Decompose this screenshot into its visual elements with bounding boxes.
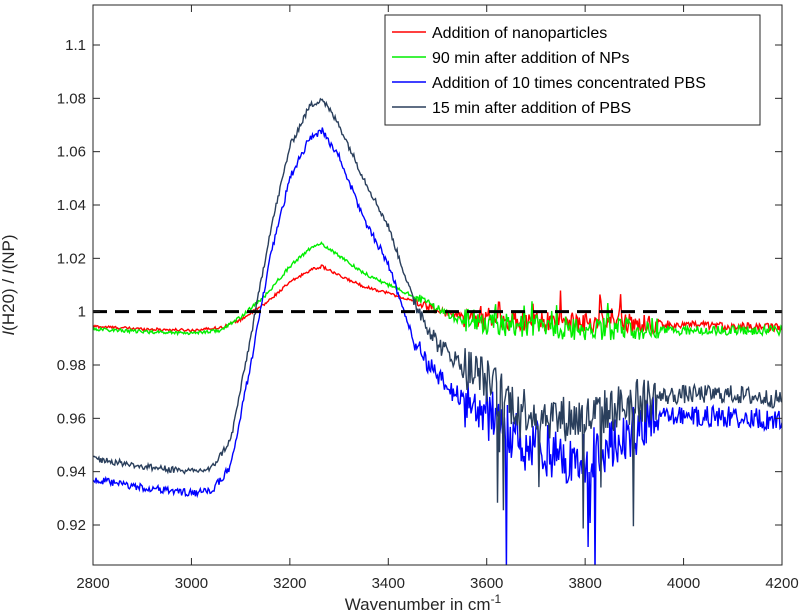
- x-tick-label: 3400: [372, 575, 405, 592]
- plot-frame: [92, 4, 783, 566]
- x-axis-label-text: Wavenumber in cm: [345, 595, 491, 614]
- y-tick-label: 1.04: [57, 197, 86, 214]
- legend-label: Addition of nanoparticles: [432, 25, 607, 42]
- x-tick-label: 3800: [568, 575, 601, 592]
- series-line: [93, 97, 782, 529]
- y-axis-label-part: I: [0, 331, 18, 336]
- y-tick-label: 0.94: [57, 464, 86, 481]
- y-tick-label: 1.1: [65, 37, 86, 54]
- y-axis-label-part: (H20) /: [0, 274, 18, 331]
- legend-label: 15 min after addition of PBS: [432, 100, 631, 117]
- legend-label: Addition of 10 times concentrated PBS: [432, 75, 706, 92]
- y-tick-label: 1.06: [57, 144, 86, 161]
- y-tick-label: 1.02: [57, 250, 86, 267]
- x-axis-label-superscript: -1: [491, 592, 502, 606]
- y-tick-label: 1: [78, 304, 86, 321]
- axis-layer: 2800 3000 3200 3400 3600 3800 4000 4200 0.92 0.94…: [57, 5, 799, 592]
- x-tick-label: 3200: [273, 575, 306, 592]
- y-tick-label: 0.92: [57, 517, 86, 534]
- series-line: [93, 264, 782, 335]
- x-tick-label: 3000: [175, 575, 208, 592]
- y-tick-label: 0.98: [57, 357, 86, 374]
- series-line: [93, 127, 782, 565]
- x-tick-label: 3600: [470, 575, 503, 592]
- x-axis-label: Wavenumber in cm-1: [345, 592, 502, 614]
- series-layer: [93, 97, 782, 565]
- legend: Addition of nanoparticles 90 min after ad…: [384, 14, 761, 126]
- y-axis-label-part: (NP): [0, 234, 18, 269]
- x-tick-label: 4000: [667, 575, 700, 592]
- y-axis-label-part: I: [0, 269, 18, 274]
- y-axis-label: I(H20) / I(NP): [0, 234, 18, 335]
- x-tick-label: 4200: [765, 575, 798, 592]
- legend-box: [384, 14, 761, 126]
- y-tick-label: 1.08: [57, 90, 86, 107]
- series-line: [93, 241, 782, 341]
- y-tick-label: 0.96: [57, 410, 86, 427]
- legend-label: 90 min after addition of NPs: [432, 50, 629, 67]
- x-tick-label: 2800: [76, 575, 109, 592]
